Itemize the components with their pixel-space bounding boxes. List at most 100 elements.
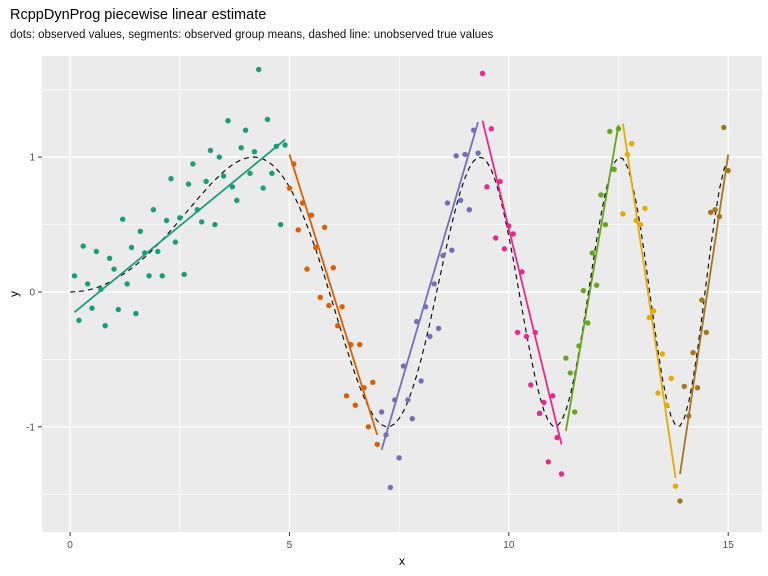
data-point — [545, 459, 551, 465]
data-point — [444, 200, 451, 206]
data-point — [343, 393, 350, 399]
data-point — [435, 325, 442, 332]
segment-line — [622, 123, 677, 479]
data-point — [295, 227, 301, 233]
data-point — [681, 383, 687, 390]
data-point — [440, 252, 446, 259]
data-point — [168, 176, 174, 182]
data-point — [558, 471, 565, 477]
data-point — [659, 351, 666, 357]
data-point — [256, 66, 262, 73]
data-point — [497, 178, 503, 185]
data-point — [462, 151, 468, 158]
data-point — [642, 205, 648, 212]
data-point — [111, 266, 117, 272]
data-point — [313, 244, 319, 251]
data-point — [203, 178, 209, 185]
data-point — [185, 181, 192, 187]
data-point — [694, 385, 701, 391]
data-point — [493, 235, 499, 241]
y-axis-title: y — [7, 291, 21, 297]
data-point — [212, 221, 218, 228]
data-point — [418, 378, 424, 384]
data-point — [247, 170, 253, 176]
data-point — [278, 221, 284, 228]
data-point — [199, 219, 205, 225]
segment-line — [679, 154, 730, 475]
data-point — [181, 271, 187, 278]
segment-line — [380, 121, 479, 450]
data-point — [242, 127, 249, 133]
data-point — [572, 409, 578, 415]
plot-panel — [42, 56, 762, 532]
data-point — [80, 243, 86, 249]
data-point — [672, 483, 679, 489]
data-point — [690, 350, 696, 356]
data-point — [541, 399, 547, 406]
data-point — [163, 217, 170, 224]
data-point — [317, 294, 323, 301]
data-point — [449, 247, 455, 253]
data-point — [655, 390, 661, 396]
chart-subtitle: dots: observed values, segments: observe… — [10, 29, 494, 41]
data-point — [721, 124, 727, 131]
data-point — [563, 355, 569, 361]
data-point — [269, 170, 275, 176]
data-point — [357, 341, 363, 348]
data-point — [172, 239, 179, 245]
data-point — [668, 375, 674, 381]
data-point — [484, 184, 490, 190]
x-tick-label: 5 — [287, 540, 293, 551]
data-point — [238, 145, 244, 151]
data-point — [177, 215, 183, 221]
data-point — [703, 329, 709, 336]
y-tick-label: 0 — [29, 287, 35, 298]
data-point — [677, 498, 683, 504]
data-point — [225, 118, 231, 124]
data-point — [501, 246, 508, 252]
data-point — [607, 128, 613, 135]
data-point — [466, 207, 472, 213]
data-point — [370, 379, 376, 385]
data-point — [155, 248, 161, 255]
data-point — [216, 154, 222, 160]
data-point — [567, 370, 573, 376]
data-point — [234, 197, 240, 203]
data-point — [304, 266, 310, 272]
data-point — [365, 424, 372, 430]
chart-title: RcppDynProg piecewise linear estimate — [10, 7, 267, 23]
data-point — [431, 281, 437, 287]
data-point — [128, 244, 135, 251]
data-point — [387, 484, 394, 491]
data-point — [352, 402, 358, 408]
data-point — [514, 329, 521, 336]
data-point — [260, 185, 266, 191]
data-point — [510, 231, 516, 237]
data-point — [264, 116, 271, 123]
data-point — [629, 140, 635, 147]
data-point — [93, 248, 100, 255]
data-point — [528, 382, 534, 388]
data-point — [457, 197, 464, 203]
data-point — [523, 333, 530, 340]
data-point — [220, 173, 227, 179]
data-point — [330, 265, 336, 271]
data-point — [475, 150, 481, 156]
data-point — [251, 149, 258, 155]
data-point — [374, 441, 380, 448]
data-point — [308, 212, 315, 218]
data-point — [453, 153, 459, 159]
data-point — [84, 281, 91, 287]
data-point — [137, 228, 143, 234]
data-point — [106, 255, 113, 261]
data-point — [286, 185, 293, 191]
data-point — [580, 287, 587, 294]
x-axis-title: x — [399, 554, 405, 568]
x-tick-label: 10 — [503, 540, 515, 551]
data-point — [190, 161, 196, 167]
data-point — [71, 273, 78, 279]
data-point — [124, 281, 130, 287]
segment-line — [73, 138, 286, 313]
data-point — [159, 273, 165, 279]
